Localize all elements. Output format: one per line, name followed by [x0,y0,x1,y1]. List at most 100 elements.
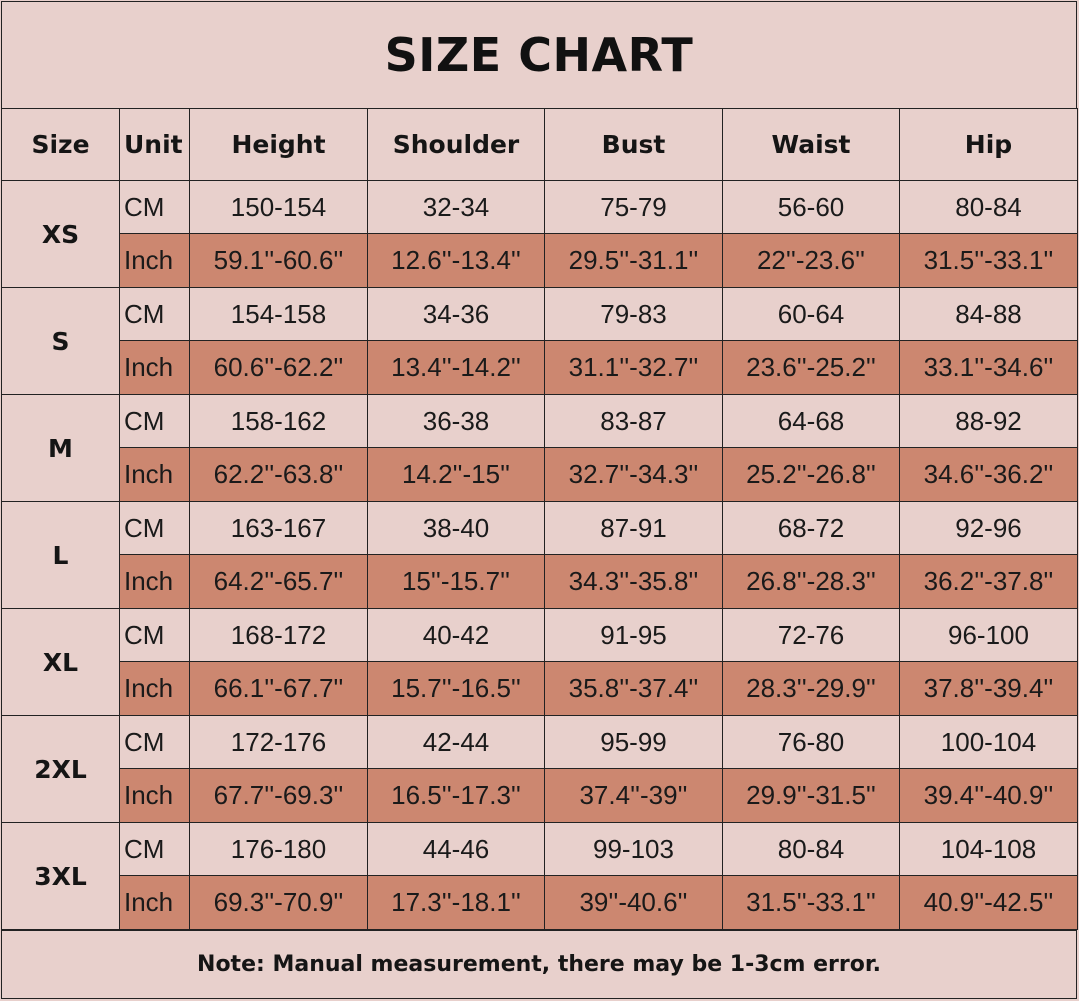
shoulder-value: 14.2''-15'' [367,447,545,502]
header-waist: Waist [722,108,900,181]
hip-value: 84-88 [899,287,1078,341]
bust-value: 87-91 [544,501,723,555]
waist-value: 60-64 [722,287,900,341]
bust-value: 37.4''-39'' [544,768,723,823]
waist-value: 29.9''-31.5'' [722,768,900,823]
header-unit: Unit [119,108,190,181]
hip-value: 88-92 [899,394,1078,448]
table-row-2xl-cm: 2XL CM 172-176 42-44 95-99 76-80 100-104 [1,715,1078,823]
hip-value: 80-84 [899,180,1078,234]
header-shoulder: Shoulder [367,108,545,181]
bust-value: 39''-40.6'' [544,875,723,930]
waist-value: 56-60 [722,180,900,234]
unit-label: Inch [119,233,190,288]
height-value: 150-154 [189,180,368,234]
table-row-m-cm: M CM 158-162 36-38 83-87 64-68 88-92 [1,394,1078,502]
bust-value: 31.1''-32.7'' [544,340,723,395]
unit-label: Inch [119,340,190,395]
table-row-s-cm: S CM 154-158 34-36 79-83 60-64 84-88 [1,287,1078,395]
unit-label: CM [119,501,190,555]
unit-label: CM [119,822,190,876]
bust-value: 35.8''-37.4'' [544,661,723,716]
table-row-2xl-inch: Inch 67.7''-69.3'' 16.5''-17.3'' 37.4''-… [2,768,1078,823]
bust-value: 32.7''-34.3'' [544,447,723,502]
height-value: 59.1''-60.6'' [189,233,368,288]
waist-value: 26.8''-28.3'' [722,554,900,609]
size-label: 3XL [1,822,120,930]
shoulder-value: 40-42 [367,608,545,662]
shoulder-value: 16.5''-17.3'' [367,768,545,823]
unit-label: Inch [119,768,190,823]
unit-label: Inch [119,447,190,502]
shoulder-value: 34-36 [367,287,545,341]
shoulder-value: 32-34 [367,180,545,234]
waist-value: 23.6''-25.2'' [722,340,900,395]
size-label: M [1,394,120,502]
size-label: 2XL [1,715,120,823]
bust-value: 91-95 [544,608,723,662]
height-value: 163-167 [189,501,368,555]
size-table: Size Unit Height Shoulder Bust Waist Hip… [1,108,1078,930]
table-row-l-inch: Inch 64.2''-65.7'' 15''-15.7'' 34.3''-35… [2,554,1078,609]
header-height: Height [189,108,368,181]
hip-value: 33.1''-34.6'' [899,340,1078,395]
bust-value: 95-99 [544,715,723,769]
table-row-l-cm: L CM 163-167 38-40 87-91 68-72 92-96 [1,501,1078,609]
height-value: 168-172 [189,608,368,662]
height-value: 158-162 [189,394,368,448]
waist-value: 22''-23.6'' [722,233,900,288]
size-label: XL [1,608,120,716]
height-value: 60.6''-62.2'' [189,340,368,395]
header-hip: Hip [899,108,1078,181]
height-value: 172-176 [189,715,368,769]
hip-value: 104-108 [899,822,1078,876]
size-label: XS [1,180,120,288]
height-value: 62.2''-63.8'' [189,447,368,502]
height-value: 154-158 [189,287,368,341]
height-value: 176-180 [189,822,368,876]
bust-value: 99-103 [544,822,723,876]
chart-title: SIZE CHART [384,28,694,82]
shoulder-value: 44-46 [367,822,545,876]
hip-value: 37.8''-39.4'' [899,661,1078,716]
table-row-m-inch: Inch 62.2''-63.8'' 14.2''-15'' 32.7''-34… [2,447,1078,502]
hip-value: 39.4''-40.9'' [899,768,1078,823]
shoulder-value: 17.3''-18.1'' [367,875,545,930]
table-row-3xl-inch: Inch 69.3''-70.9'' 17.3''-18.1'' 39''-40… [2,875,1078,930]
bust-value: 83-87 [544,394,723,448]
table-row-3xl-cm: 3XL CM 176-180 44-46 99-103 80-84 104-10… [1,822,1078,930]
bust-value: 79-83 [544,287,723,341]
height-value: 66.1''-67.7'' [189,661,368,716]
table-row-xl-cm: XL CM 168-172 40-42 91-95 72-76 96-100 [1,608,1078,716]
hip-value: 34.6''-36.2'' [899,447,1078,502]
waist-value: 28.3''-29.9'' [722,661,900,716]
note-text: Note: Manual measurement, there may be 1… [197,952,881,977]
unit-label: Inch [119,875,190,930]
table-row-s-inch: Inch 60.6''-62.2'' 13.4''-14.2'' 31.1''-… [2,340,1078,395]
waist-value: 25.2''-26.8'' [722,447,900,502]
table-row-xl-inch: Inch 66.1''-67.7'' 15.7''-16.5'' 35.8''-… [2,661,1078,716]
bust-value: 75-79 [544,180,723,234]
waist-value: 68-72 [722,501,900,555]
waist-value: 64-68 [722,394,900,448]
shoulder-value: 36-38 [367,394,545,448]
height-value: 69.3''-70.9'' [189,875,368,930]
size-label: L [1,501,120,609]
size-label: S [1,287,120,395]
shoulder-value: 15''-15.7'' [367,554,545,609]
table-row-xs-inch: Inch 59.1''-60.6'' 12.6''-13.4'' 29.5''-… [2,233,1078,288]
waist-value: 31.5''-33.1'' [722,875,900,930]
hip-value: 31.5''-33.1'' [899,233,1078,288]
bust-value: 34.3''-35.8'' [544,554,723,609]
unit-label: CM [119,394,190,448]
height-value: 67.7''-69.3'' [189,768,368,823]
title-bar: SIZE CHART [1,1,1077,109]
bust-value: 29.5''-31.1'' [544,233,723,288]
hip-value: 40.9''-42.5'' [899,875,1078,930]
shoulder-value: 13.4''-14.2'' [367,340,545,395]
unit-label: Inch [119,554,190,609]
shoulder-value: 12.6''-13.4'' [367,233,545,288]
unit-label: CM [119,608,190,662]
note-bar: Note: Manual measurement, there may be 1… [1,930,1077,999]
